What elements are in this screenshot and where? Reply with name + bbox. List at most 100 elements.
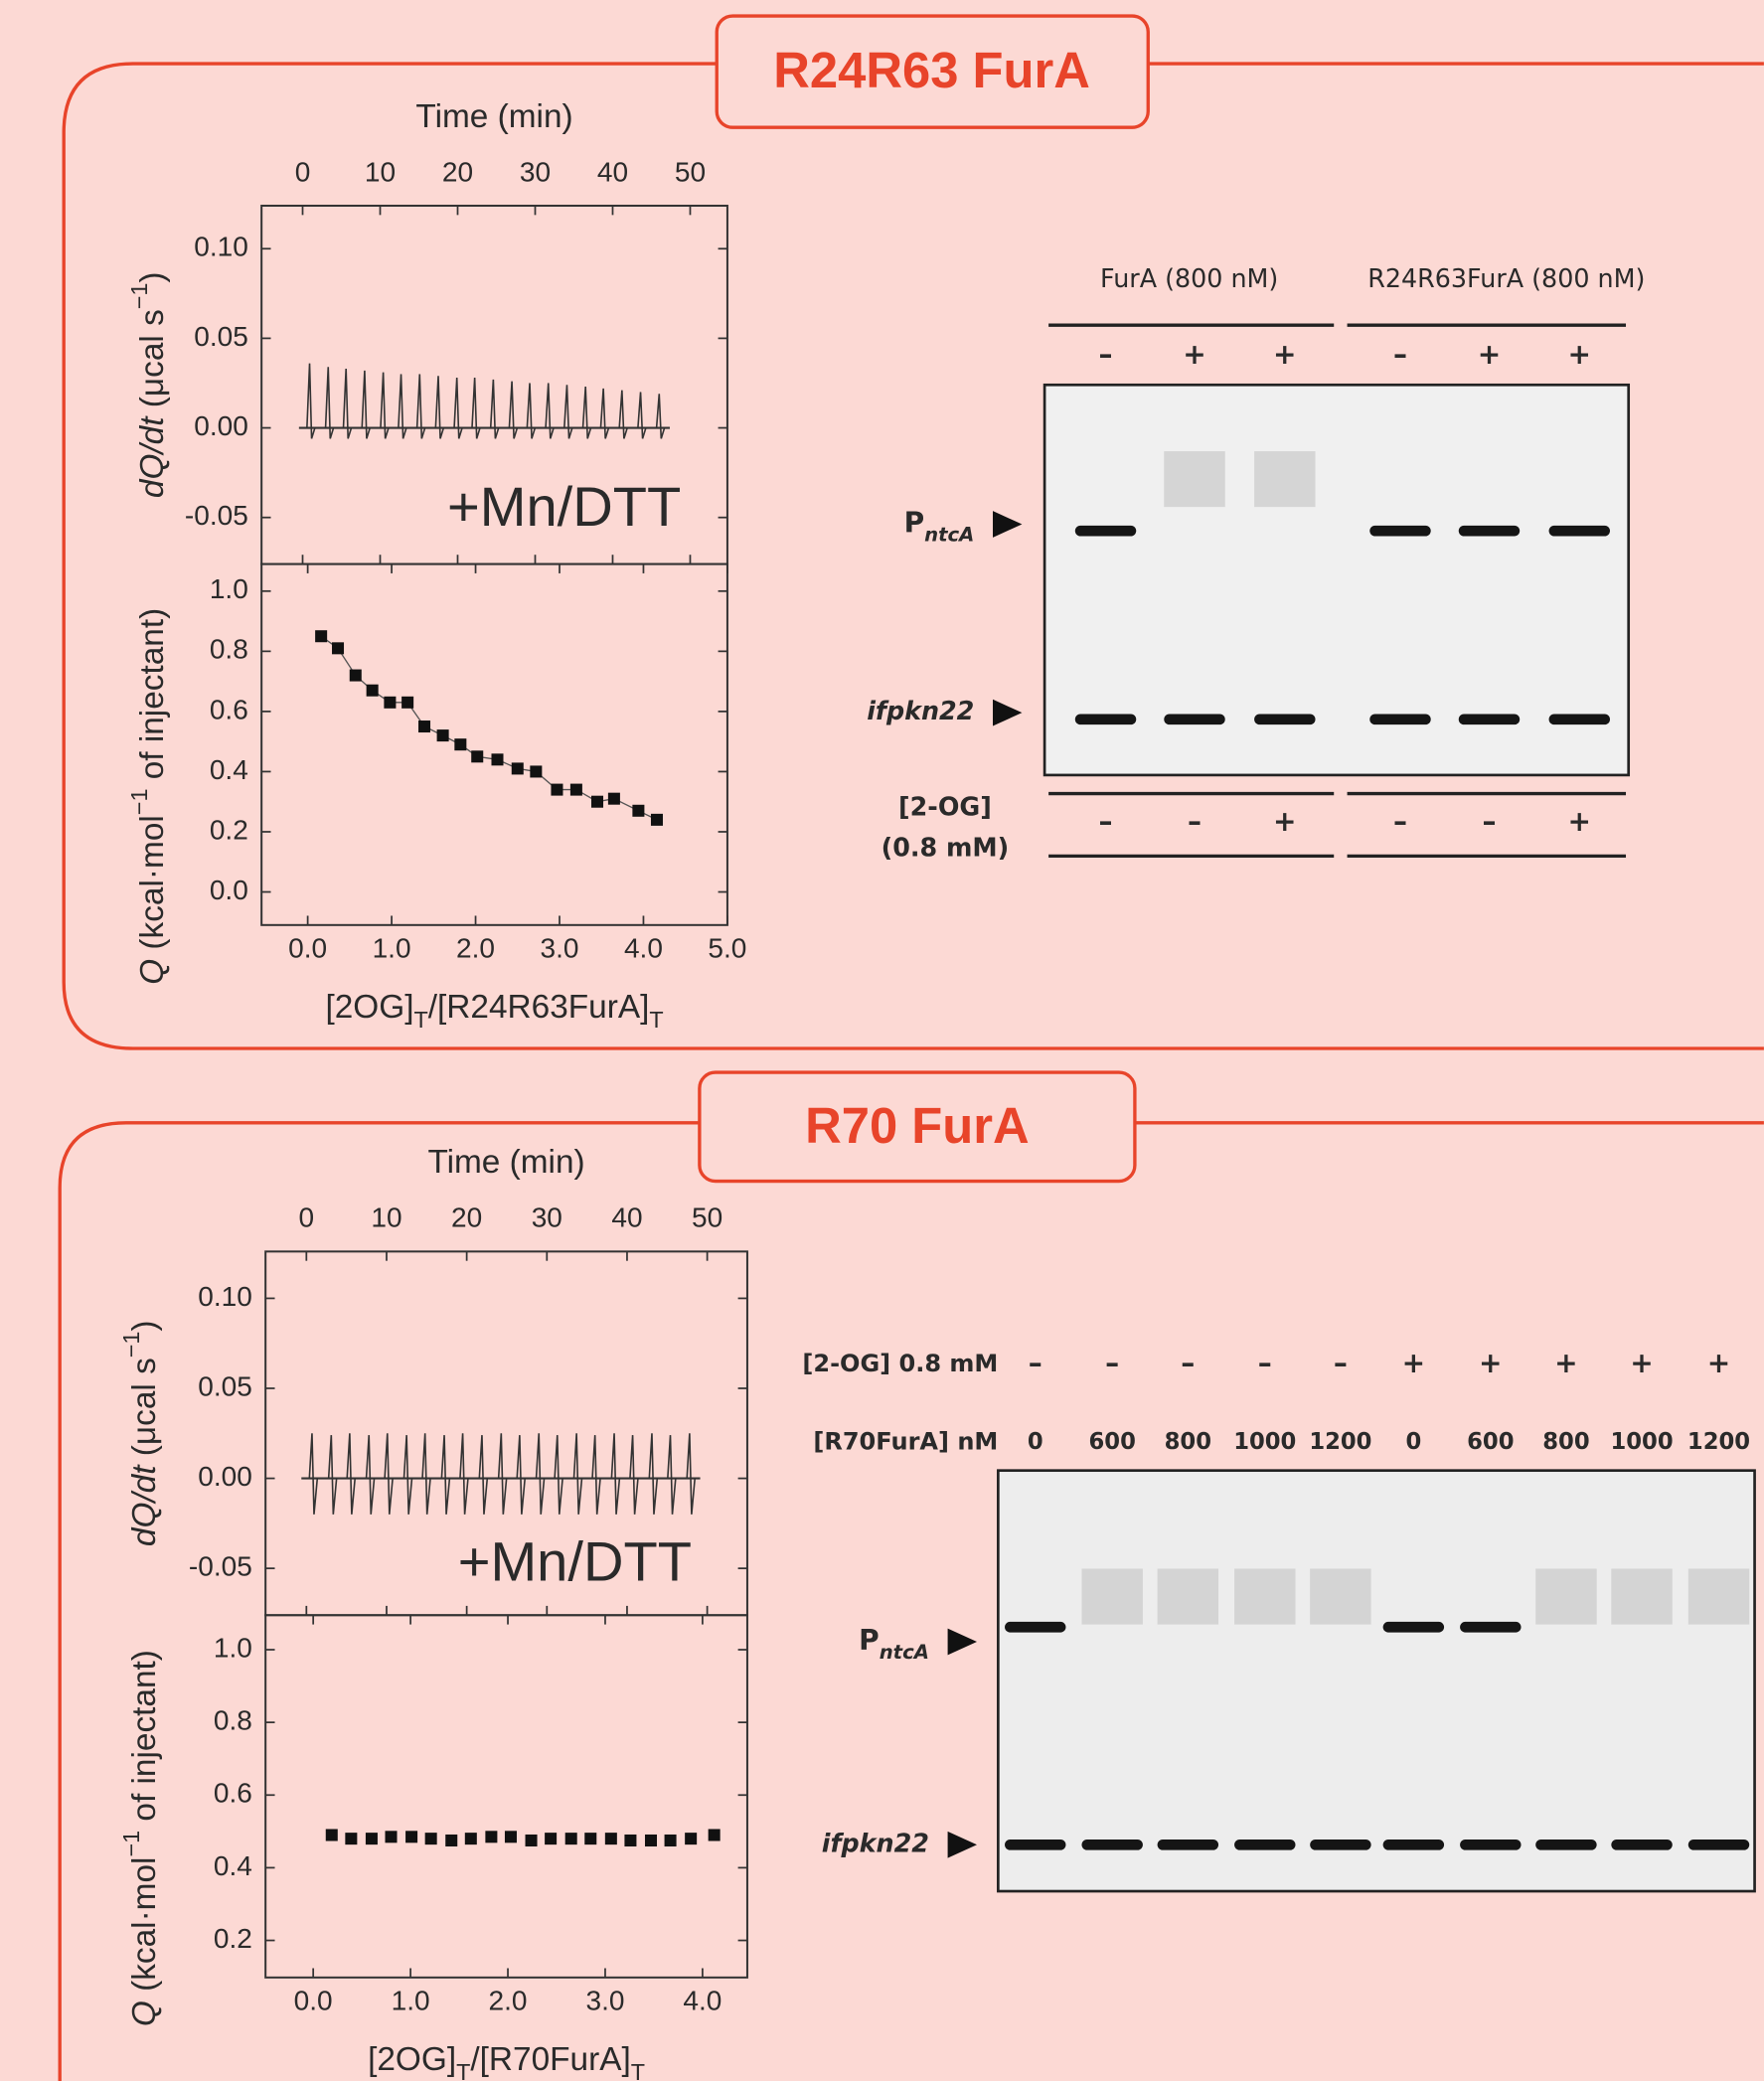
y-tick-label: 0.8	[214, 1705, 252, 1736]
injection-peak	[564, 385, 572, 438]
x-tick-label: 10	[371, 1202, 401, 1233]
injection-peak	[403, 1435, 411, 1515]
y-tick-label: 0.10	[198, 1281, 252, 1312]
x-axis-title-part: T	[456, 2059, 470, 2081]
injection-peak	[491, 380, 499, 438]
gel-band	[1549, 526, 1610, 537]
y-tick-label: 0.4	[210, 754, 248, 785]
injection-peak	[546, 383, 554, 438]
band-label: ifpkn22	[822, 1828, 929, 1857]
lane-sign: –	[1099, 805, 1113, 838]
band-label-part: P	[859, 1624, 880, 1657]
x-tick-label: 50	[675, 156, 706, 187]
data-point	[384, 697, 396, 709]
gel-smear	[1688, 1569, 1749, 1625]
data-point	[570, 784, 582, 796]
gel-smear	[1254, 451, 1315, 507]
y-tick-label: 0.10	[194, 232, 248, 262]
y-tick-label: 0.6	[210, 694, 248, 724]
data-point	[491, 753, 503, 765]
x-axis-title: [2OG]T/[R70FurA]T	[368, 2041, 645, 2081]
data-point	[471, 750, 483, 762]
gel-band	[1535, 1840, 1596, 1850]
lane-label: 1200	[1687, 1429, 1750, 1455]
y-axis-title-part: )	[134, 271, 171, 282]
y-axis-title-part: (μcal s	[134, 309, 171, 416]
page: R24R63 FurA R70 FurA 010203040500.100.05…	[0, 0, 1764, 2081]
injection-peak	[417, 374, 425, 438]
x-axis-title-part: Time (min)	[427, 1144, 584, 1181]
x-axis-title-part: T	[649, 1007, 663, 1033]
gel-band	[1164, 714, 1224, 724]
injection-peak	[329, 1435, 337, 1515]
gel-band	[1549, 714, 1610, 724]
data-point	[709, 1829, 721, 1841]
x-tick-label: 10	[365, 156, 396, 187]
lane-label: 1000	[1233, 1429, 1296, 1455]
x-axis-title-part: Time (min)	[415, 98, 572, 135]
y-axis-title: Q (kcal·mol−1 of injectant)	[118, 1650, 163, 2026]
data-point	[445, 1835, 457, 1846]
data-point	[366, 1833, 378, 1844]
injection-peak	[537, 1433, 545, 1515]
gel-band	[1383, 1622, 1444, 1633]
x-tick-label: 1.0	[373, 933, 411, 964]
band-label: ifpkn22	[867, 696, 974, 725]
y-axis-title-part: (kcal·mol	[126, 1857, 163, 2001]
y-axis-title-part: −1	[126, 789, 152, 816]
gel-band	[1369, 714, 1430, 724]
injection-peak	[687, 1433, 695, 1515]
gel-band	[1460, 1622, 1521, 1633]
injection-peak	[592, 1435, 600, 1515]
gel: FurA (800 nM)R24R63FurA (800 nM)––+–++––…	[867, 263, 1645, 863]
gel-smear	[1234, 1569, 1295, 1625]
y-tick-label: 0.2	[214, 1923, 252, 1954]
chart: 010203040500.100.050.00-0.05dQ/dt (μcal …	[126, 98, 727, 564]
data-point	[437, 729, 449, 741]
gel-smear	[1158, 1569, 1218, 1625]
data-point	[685, 1833, 697, 1844]
x-axis-title: Time (min)	[427, 1144, 584, 1181]
data-point	[465, 1833, 477, 1844]
data-point	[315, 630, 327, 642]
lane-label: +	[1479, 1347, 1502, 1379]
gel-band	[1383, 1840, 1444, 1850]
band-label-part: P	[904, 507, 925, 540]
lane-label: –	[1258, 1347, 1272, 1379]
gel-smear	[1535, 1569, 1596, 1625]
data-point	[584, 1833, 596, 1844]
lane-sign: +	[1568, 338, 1592, 371]
x-tick-label: 4.0	[683, 1986, 722, 2016]
y-axis-title: dQ/dt (μcal s−1)	[126, 271, 171, 498]
data-point	[454, 738, 466, 750]
gel-smear	[1081, 1569, 1142, 1625]
plot-frame	[265, 1615, 747, 1978]
fit-line	[321, 636, 657, 820]
y-axis-title-part: Q	[126, 2001, 163, 2026]
x-tick-label: 2.0	[456, 933, 495, 964]
x-axis-title-part: T	[631, 2059, 645, 2081]
arrowhead	[993, 700, 1022, 726]
data-point	[526, 1835, 538, 1846]
y-tick-label: 0.6	[214, 1778, 252, 1809]
injection-peak	[472, 378, 480, 438]
y-axis-title-part: dQ/dt	[134, 415, 171, 498]
figure: R24R63 FurA R70 FurA 010203040500.100.05…	[0, 0, 1764, 2081]
y-axis-title-part: dQ/dt	[126, 1464, 163, 1546]
lane-label: 0	[1028, 1429, 1043, 1455]
x-axis-title: Time (min)	[415, 98, 572, 135]
band-label: PntcA	[859, 1624, 929, 1664]
lane-label: +	[1630, 1347, 1653, 1379]
injection-peak	[517, 1435, 525, 1515]
data-point	[530, 765, 542, 777]
lane-sign: +	[1273, 338, 1297, 371]
data-point	[345, 1833, 357, 1844]
data-point	[591, 796, 603, 808]
x-tick-label: 1.0	[392, 1986, 430, 2016]
gel-band	[1081, 1840, 1142, 1850]
lane-label: –	[1105, 1347, 1119, 1379]
y-tick-label: 0.00	[198, 1461, 252, 1492]
lane-sign: –	[1099, 338, 1113, 371]
y-axis-title-part: (kcal·mol	[134, 815, 171, 959]
